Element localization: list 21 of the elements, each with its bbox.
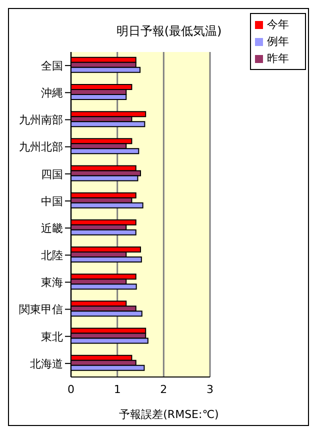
y-tick-label: 中国: [41, 194, 63, 208]
x-tick-label: 3: [206, 382, 214, 396]
y-tick-label: 北海道: [30, 357, 63, 370]
y-tick-label: 関東甲信: [19, 303, 63, 316]
chart-title: 明日予報(最低気温): [115, 23, 223, 40]
x-tick-label: 0: [68, 382, 74, 396]
y-tick-label: 全国: [41, 59, 63, 72]
y-tick-label: 北陸: [41, 249, 63, 262]
legend-label: 今年: [267, 18, 289, 31]
y-tick-label: 東北: [41, 330, 63, 344]
x-axis-title: 予報誤差(RMSE:℃): [118, 407, 220, 422]
y-tick-label: 東海: [41, 276, 63, 290]
legend-label: 昨年: [267, 52, 289, 65]
y-tick-label: 四国: [41, 168, 63, 181]
legend-label: 例年: [267, 35, 289, 48]
y-tick-label: 九州南部: [19, 114, 63, 127]
x-tick-label: 2: [160, 382, 168, 396]
y-tick-label: 沖縄: [41, 86, 63, 100]
y-tick-label: 九州北部: [19, 140, 63, 154]
x-tick-label: 1: [114, 382, 121, 396]
y-tick-label: 近畿: [41, 222, 63, 235]
